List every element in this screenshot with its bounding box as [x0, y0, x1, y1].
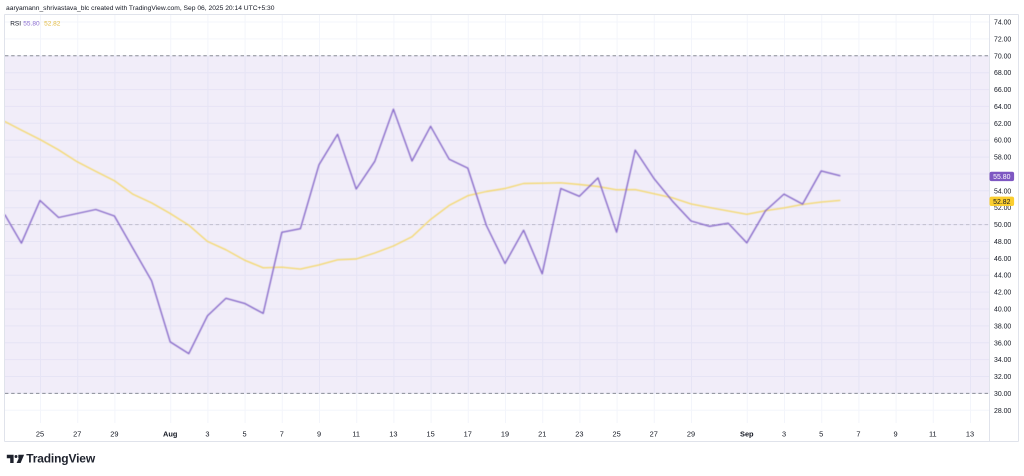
svg-text:72.00: 72.00	[994, 36, 1011, 43]
svg-text:27: 27	[73, 430, 81, 439]
svg-text:TradingView: TradingView	[26, 452, 96, 466]
svg-text:38.00: 38.00	[994, 323, 1011, 330]
svg-text:52.82: 52.82	[44, 21, 61, 28]
svg-text:23: 23	[575, 430, 583, 439]
svg-text:48.00: 48.00	[994, 239, 1011, 246]
svg-text:19: 19	[501, 430, 509, 439]
svg-text:44.00: 44.00	[994, 273, 1011, 280]
svg-text:30.00: 30.00	[994, 391, 1011, 398]
svg-text:17: 17	[464, 430, 472, 439]
svg-text:9: 9	[317, 430, 321, 439]
svg-text:29: 29	[687, 430, 695, 439]
svg-text:64.00: 64.00	[994, 104, 1011, 111]
svg-text:5: 5	[819, 430, 823, 439]
svg-text:68.00: 68.00	[994, 70, 1011, 77]
svg-text:28.00: 28.00	[994, 408, 1011, 415]
svg-text:42.00: 42.00	[994, 290, 1011, 297]
svg-text:52.00: 52.00	[994, 205, 1011, 212]
svg-text:29: 29	[110, 430, 118, 439]
svg-text:aaryamann_shrivastava_blc crea: aaryamann_shrivastava_blc created with T…	[6, 5, 275, 12]
svg-text:36.00: 36.00	[994, 340, 1011, 347]
svg-text:66.00: 66.00	[994, 87, 1011, 94]
svg-text:5: 5	[243, 430, 247, 439]
svg-text:9: 9	[894, 430, 898, 439]
svg-text:3: 3	[205, 430, 209, 439]
svg-text:Aug: Aug	[163, 430, 178, 439]
svg-text:Sep: Sep	[740, 430, 754, 439]
svg-text:55.80: 55.80	[993, 174, 1010, 181]
svg-text:13: 13	[389, 430, 397, 439]
svg-text:55.80: 55.80	[23, 21, 40, 28]
svg-text:15: 15	[426, 430, 434, 439]
svg-text:50.00: 50.00	[994, 222, 1011, 229]
svg-text:27: 27	[650, 430, 658, 439]
svg-text:62.00: 62.00	[994, 121, 1011, 128]
svg-text:11: 11	[929, 430, 937, 439]
svg-text:32.00: 32.00	[994, 374, 1011, 381]
svg-text:RSI: RSI	[10, 21, 21, 28]
svg-text:58.00: 58.00	[994, 155, 1011, 162]
svg-text:60.00: 60.00	[994, 138, 1011, 145]
svg-text:46.00: 46.00	[994, 256, 1011, 263]
svg-text:74.00: 74.00	[994, 20, 1011, 27]
svg-text:25: 25	[612, 430, 620, 439]
svg-text:52.82: 52.82	[993, 199, 1010, 206]
svg-text:11: 11	[352, 430, 360, 439]
svg-text:34.00: 34.00	[994, 357, 1011, 364]
svg-text:54.00: 54.00	[994, 188, 1011, 195]
svg-text:7: 7	[280, 430, 284, 439]
svg-text:3: 3	[782, 430, 786, 439]
svg-text:40.00: 40.00	[994, 307, 1011, 314]
svg-text:7: 7	[856, 430, 860, 439]
svg-text:70.00: 70.00	[994, 53, 1011, 60]
svg-text:21: 21	[538, 430, 546, 439]
svg-text:25: 25	[36, 430, 44, 439]
svg-text:13: 13	[966, 430, 974, 439]
